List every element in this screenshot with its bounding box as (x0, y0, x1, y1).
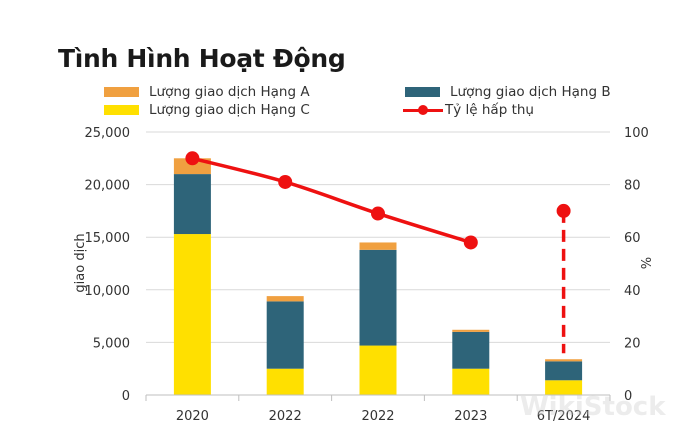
bar-segment-hang-a (545, 359, 583, 362)
legend-label-hang-b: Lượng giao dịch Hạng B (450, 84, 611, 100)
bar-segment-hang-b (452, 331, 490, 369)
bar-segment-hang-b (266, 301, 304, 369)
y-right-tick-label: 40 (624, 284, 641, 299)
legend-item-hang-a: Lượng giao dịch Hạng A (104, 84, 310, 100)
bar-segment-hang-c (266, 368, 304, 395)
x-tick-label: 6T/2024 (537, 409, 591, 424)
bar-segment-hang-b (173, 174, 211, 235)
chart-title: Tình Hình Hoạt Động (58, 44, 346, 73)
y-right-tick-label: 20 (624, 336, 641, 351)
bar-segment-hang-c (545, 380, 583, 395)
bars (173, 158, 583, 395)
legend-item-absorption-rate: Tỷ lệ hấp thụ (403, 102, 534, 118)
bar-segment-hang-a (359, 242, 397, 250)
watermark: WikiStock (520, 392, 666, 422)
y-axis-title: giao dịch (73, 233, 88, 292)
bar-segment-hang-c (359, 345, 397, 395)
absorption-line-path (191, 156, 472, 245)
absorption-point (371, 206, 385, 221)
legend-swatch-hang-c (104, 105, 139, 115)
bar-segment-hang-a (266, 296, 304, 302)
bar-segment-hang-a (452, 329, 490, 332)
y-tick-label: 20,000 (85, 179, 131, 194)
bar-segment-hang-c (452, 368, 490, 395)
x-tick-label: 2023 (454, 409, 487, 424)
y-tick-label: 10,000 (85, 284, 131, 299)
bar-segment-hang-b (545, 361, 583, 381)
legend-label-hang-a: Lượng giao dịch Hạng A (149, 84, 310, 100)
legend-line-marker-icon (403, 104, 443, 116)
absorption-point (556, 203, 571, 218)
x-tick-label: 2022 (269, 409, 302, 424)
absorption-point (278, 174, 293, 189)
absorption-point (463, 235, 478, 250)
legend-swatch-hang-a (104, 87, 139, 97)
legend-item-hang-c: Lượng giao dịch Hạng C (104, 102, 310, 118)
y-tick-label: 5,000 (93, 336, 130, 351)
legend-label-hang-c: Lượng giao dịch Hạng C (149, 102, 310, 118)
x-tick-label: 2022 (361, 409, 394, 424)
legend-label-absorption-rate: Tỷ lệ hấp thụ (445, 102, 534, 118)
y-right-tick-label: 0 (624, 389, 632, 404)
y-tick-label: 15,000 (85, 231, 131, 246)
y-right-tick-label: 100 (624, 126, 649, 141)
y-right-tick-label: 80 (624, 179, 641, 194)
bar-segment-hang-c (173, 234, 211, 395)
x-tick-label: 2020 (176, 409, 209, 424)
absorption-point (185, 151, 200, 166)
axes: 0 5,000 10,000 15,000 20,000 25,000 0 20 40 60 80 1… (85, 126, 649, 424)
legend-swatch-hang-b (405, 87, 440, 97)
y-tick-label: 0 (122, 389, 130, 404)
legend-item-hang-b: Lượng giao dịch Hạng B (405, 84, 611, 100)
absorption-line (185, 151, 571, 354)
y-tick-label: 25,000 (85, 126, 131, 141)
bar-segment-hang-b (359, 249, 397, 346)
y-right-tick-label: 60 (624, 231, 641, 246)
y-axis-right-title: % (637, 257, 652, 269)
